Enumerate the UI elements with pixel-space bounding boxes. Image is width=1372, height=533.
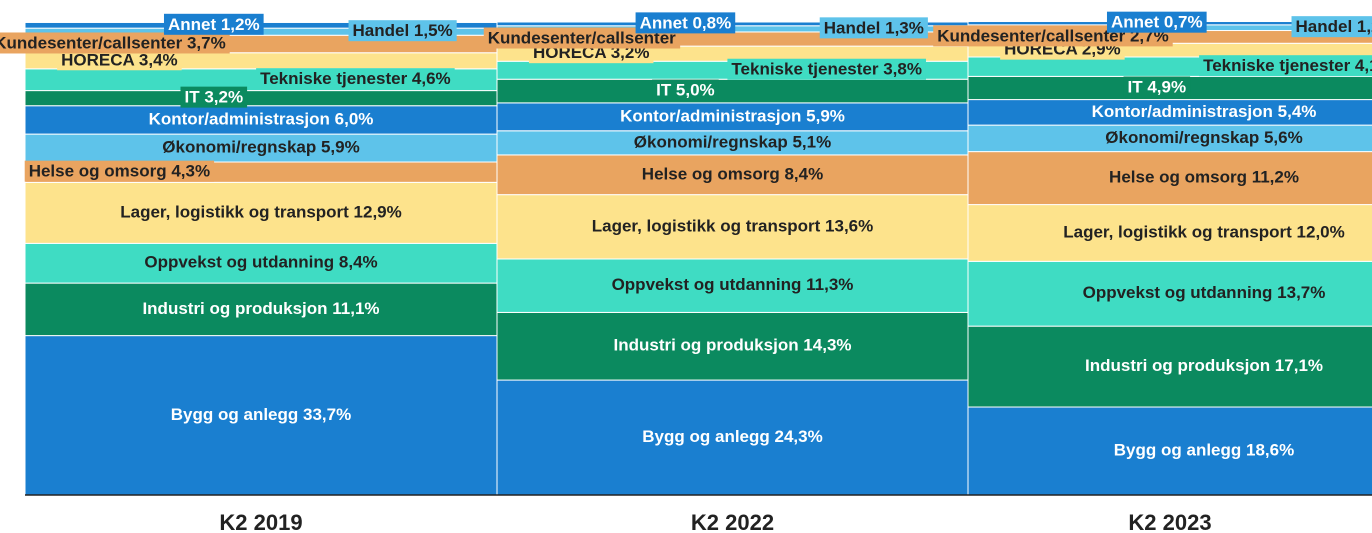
label-background [1106,11,1207,33]
data-label: Lager, logistikk og transport 12,0% [1063,222,1345,241]
data-label: Kontor/administrasjon 6,0% [149,109,374,128]
data-label: Annet 0,8% [640,13,732,32]
bar-segment [24,90,498,107]
label-background [1199,55,1372,77]
data-label: Helse og omsorg 11,2% [1109,168,1299,187]
data-label: Bygg og anlegg 33,7% [171,405,351,424]
x-tick-label: K2 2019 [219,510,302,533]
data-label: Helse og omsorg 4,3% [29,162,210,181]
data-label: Handel 1,2% [1296,17,1372,36]
bar-segment [24,105,498,135]
data-label: Bygg og anlegg 18,6% [1114,440,1294,459]
label-background [57,49,182,71]
labels: Bygg og anlegg 33,7% Industri og produksj… [0,11,1372,459]
bar-segment [496,154,969,196]
label-background [24,160,215,182]
label-background [180,86,248,108]
bar-segment [496,130,969,156]
data-label: Oppvekst og utdanning 8,4% [144,253,377,272]
data-label: Industri og produksjon 17,1% [1085,356,1323,375]
data-label: HORECA 3,4% [61,50,178,69]
data-label: Annet 1,2% [168,15,260,34]
bar-segment [967,325,1372,408]
bar-segment [967,204,1372,262]
label-background [483,27,681,49]
bar-segment [24,133,498,163]
data-label: Oppvekst og utdanning 13,7% [1083,283,1326,302]
data-label: Tekniske tjenester 3,8% [731,60,922,79]
data-label: Handel 1,5% [353,21,453,40]
label-background [727,58,926,80]
bar-segment [967,260,1372,327]
data-label: Økonomi/regnskap 5,6% [1105,128,1302,147]
x-tick-label: K2 2023 [1128,510,1211,533]
data-label: Bygg og anlegg 24,3% [642,427,822,446]
data-label: Kontor/administrasjon 5,4% [1092,102,1317,121]
label-background [1291,16,1372,38]
data-label: IT 4,9% [1128,77,1187,96]
data-label: Tekniske tjenester 4,6% [260,69,451,88]
bar-segment [967,99,1372,126]
label-background [0,32,230,54]
bar-segment [496,78,969,104]
data-label: Kundesenter/callsenter 3,7% [0,33,226,52]
bar-segment [24,282,498,337]
data-label: Tekniske tjenester 4,1% [1203,56,1372,75]
bar-segment [24,181,498,244]
data-label: Lager, logistikk og transport 13,6% [592,216,874,235]
data-label: Oppvekst og utdanning 11,3% [612,275,854,294]
label-background [163,13,264,35]
bar-segment [967,151,1372,206]
data-label: Industri og produksjon 11,1% [142,299,379,318]
bar-segment [967,124,1372,153]
data-label: Lager, logistikk og transport 12,9% [120,202,402,221]
x-tick-label: K2 2022 [691,510,774,533]
data-label: Kundesenter/callsenter [488,29,676,48]
label-background [819,17,928,39]
bar-segment [496,194,969,260]
data-label: Handel 1,3% [824,18,924,37]
data-label: IT 5,0% [656,81,715,100]
bar-segment [496,311,969,381]
data-label: Annet 0,7% [1111,13,1203,32]
bar-segment [24,335,498,496]
label-background [348,20,457,42]
label-background [635,12,736,34]
label-background [256,68,455,90]
bar-segment [496,258,969,313]
data-label: IT 3,2% [185,88,244,107]
label-background [652,79,719,101]
label-background [1123,76,1191,98]
data-label: Industri og produksjon 14,3% [613,336,851,355]
data-label: Kontor/administrasjon 5,9% [620,106,845,125]
data-label: Økonomi/regnskap 5,9% [162,138,359,157]
data-label: Økonomi/regnskap 5,1% [634,132,831,151]
data-label: Helse og omsorg 8,4% [642,164,823,183]
